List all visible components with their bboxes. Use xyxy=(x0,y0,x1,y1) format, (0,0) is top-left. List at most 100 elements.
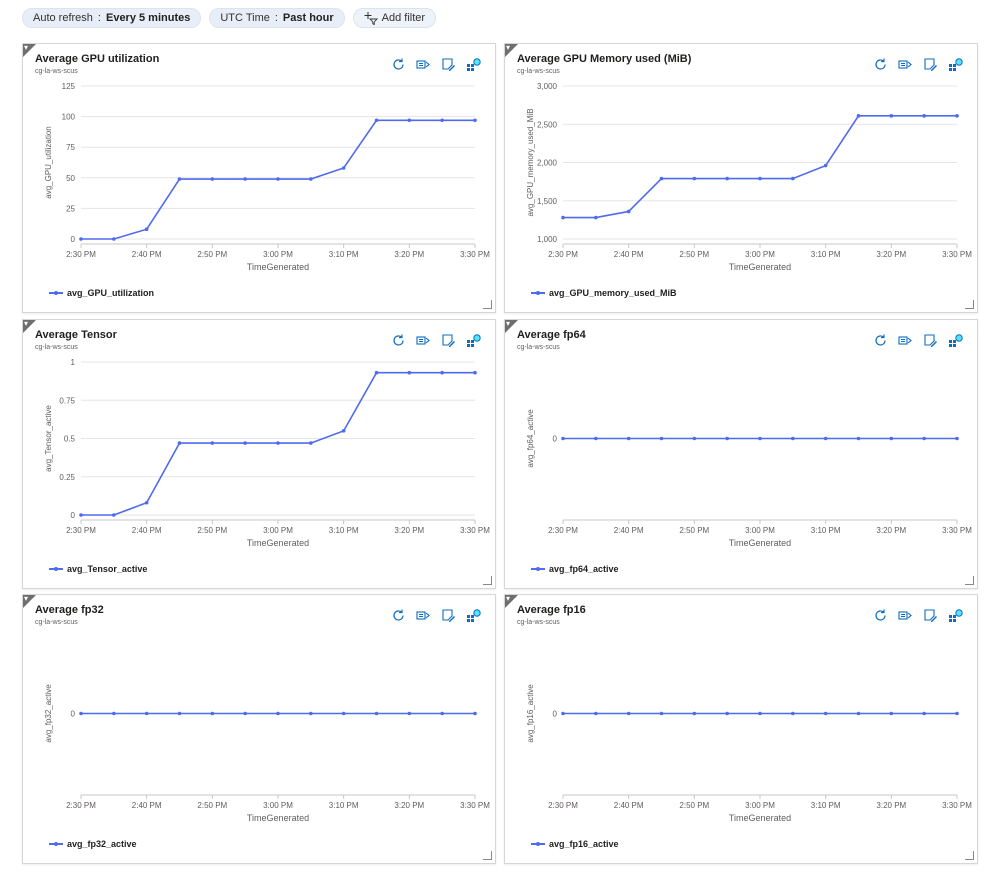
y-tick-label: 0 xyxy=(71,235,76,244)
edit-query-icon[interactable] xyxy=(923,57,938,72)
x-tick-label: 3:20 PM xyxy=(394,250,424,259)
pin-to-dashboard-icon[interactable] xyxy=(466,333,481,348)
filter-icon: ▾ xyxy=(24,594,29,603)
refresh-icon[interactable] xyxy=(873,608,888,623)
tile-subtitle: cg-la-ws-scus xyxy=(35,344,78,351)
data-point xyxy=(243,177,247,181)
y-tick-label: 3,000 xyxy=(537,82,558,91)
resize-handle[interactable] xyxy=(483,300,492,309)
tile-title: Average GPU utilization xyxy=(35,53,160,65)
tile-toolbar xyxy=(873,57,963,72)
data-point xyxy=(659,436,664,441)
chart-legend[interactable]: avg_GPU_utilization xyxy=(49,288,154,298)
x-tick-label: 3:00 PM xyxy=(263,250,293,259)
chart-tile: ▾ Average fp16 cg-la-ws-scus avg_fp16_ac… xyxy=(504,594,978,864)
open-in-logs-icon[interactable] xyxy=(898,57,913,72)
y-tick-label: 0.75 xyxy=(59,396,75,405)
x-tick-label: 2:30 PM xyxy=(66,526,96,535)
resize-handle[interactable] xyxy=(483,851,492,860)
open-in-logs-icon[interactable] xyxy=(416,608,431,623)
tile-title: Average fp32 xyxy=(35,604,104,616)
x-tick-label: 2:50 PM xyxy=(679,526,709,535)
y-tick-label: 0.25 xyxy=(59,473,75,482)
refresh-icon[interactable] xyxy=(391,57,406,72)
x-axis-title: TimeGenerated xyxy=(247,262,309,272)
chart-legend[interactable]: avg_fp16_active xyxy=(531,839,619,849)
filter-icon: ▾ xyxy=(24,43,29,52)
legend-label: avg_fp32_active xyxy=(67,839,137,849)
data-point xyxy=(210,177,215,181)
data-point xyxy=(626,436,631,441)
x-tick-label: 3:30 PM xyxy=(460,526,490,535)
pin-to-dashboard-icon[interactable] xyxy=(466,57,481,72)
y-tick-label: 2,500 xyxy=(537,120,558,129)
data-point xyxy=(374,370,379,375)
add-filter-button[interactable]: Add filter xyxy=(352,8,437,28)
resize-handle[interactable] xyxy=(965,851,974,860)
auto-refresh-pill[interactable]: Auto refresh : Every 5 minutes xyxy=(22,8,202,28)
chart-legend[interactable]: avg_fp32_active xyxy=(49,839,137,849)
data-point xyxy=(692,711,697,716)
edit-query-icon[interactable] xyxy=(923,333,938,348)
data-point xyxy=(341,166,346,170)
time-range-value: Past hour xyxy=(282,11,334,24)
pin-to-dashboard-icon[interactable] xyxy=(948,57,963,72)
data-point xyxy=(440,370,444,375)
open-in-logs-icon[interactable] xyxy=(416,333,431,348)
chart-legend[interactable]: avg_GPU_memory_used_MiB xyxy=(531,288,677,298)
y-tick-label: 1 xyxy=(71,358,76,367)
open-in-logs-icon[interactable] xyxy=(898,333,913,348)
edit-query-icon[interactable] xyxy=(441,57,456,72)
line-chart: 0 25 50 75 100 125 2:30 PM 2:40 PM 2:50 PM 3:00 P… xyxy=(44,82,490,272)
open-in-logs-icon[interactable] xyxy=(898,608,913,623)
data-point xyxy=(407,118,412,123)
line-chart: 1,000 1,500 2,000 2,500 3,000 2:30 PM 2:40 PM 2… xyxy=(526,82,972,272)
pinned-filter-corner xyxy=(23,44,36,57)
y-tick-label: 100 xyxy=(62,113,76,122)
pin-to-dashboard-icon[interactable] xyxy=(948,608,963,623)
y-tick-label: 75 xyxy=(66,143,75,152)
x-tick-label: 3:20 PM xyxy=(876,250,906,259)
data-point xyxy=(112,711,116,716)
y-tick-label: 0.5 xyxy=(64,435,76,444)
auto-refresh-label: Auto refresh xyxy=(33,11,93,24)
edit-query-icon[interactable] xyxy=(923,608,938,623)
data-point xyxy=(955,711,959,716)
tile-subtitle: cg-la-ws-scus xyxy=(35,619,78,626)
data-point xyxy=(440,118,444,123)
data-point xyxy=(922,711,926,716)
chart-tile: ▾ Average GPU Memory used (MiB) cg-la-ws… xyxy=(504,43,978,313)
tile-toolbar xyxy=(391,57,481,72)
resize-handle[interactable] xyxy=(483,576,492,585)
data-point xyxy=(210,711,215,716)
data-point xyxy=(856,711,861,716)
x-tick-label: 3:20 PM xyxy=(394,801,424,810)
x-tick-label: 2:30 PM xyxy=(66,801,96,810)
pin-to-dashboard-icon[interactable] xyxy=(948,333,963,348)
refresh-icon[interactable] xyxy=(391,608,406,623)
data-point xyxy=(79,711,83,716)
data-point xyxy=(594,436,598,441)
time-range-pill[interactable]: UTC Time : Past hour xyxy=(209,8,345,28)
data-point xyxy=(922,114,926,118)
resize-handle[interactable] xyxy=(965,300,974,309)
x-tick-label: 2:40 PM xyxy=(132,526,162,535)
data-point xyxy=(626,209,631,214)
chart-legend[interactable]: avg_fp64_active xyxy=(531,564,619,574)
data-point xyxy=(758,176,762,181)
data-point xyxy=(856,436,861,441)
resize-handle[interactable] xyxy=(965,576,974,585)
open-in-logs-icon[interactable] xyxy=(416,57,431,72)
filter-icon: ▾ xyxy=(24,319,29,328)
refresh-icon[interactable] xyxy=(873,333,888,348)
pin-to-dashboard-icon[interactable] xyxy=(466,608,481,623)
edit-query-icon[interactable] xyxy=(441,333,456,348)
refresh-icon[interactable] xyxy=(391,333,406,348)
y-axis-title: avg_GPU_utilization xyxy=(44,126,53,198)
refresh-icon[interactable] xyxy=(873,57,888,72)
edit-query-icon[interactable] xyxy=(441,608,456,623)
line-chart: 0 2:30 PM 2:40 PM 2:50 PM 3:00 PM 3:10 PM 3:20… xyxy=(526,684,972,823)
y-tick-label: 125 xyxy=(62,82,76,91)
chart-legend[interactable]: avg_Tensor_active xyxy=(49,564,147,574)
x-tick-label: 2:30 PM xyxy=(66,250,96,259)
